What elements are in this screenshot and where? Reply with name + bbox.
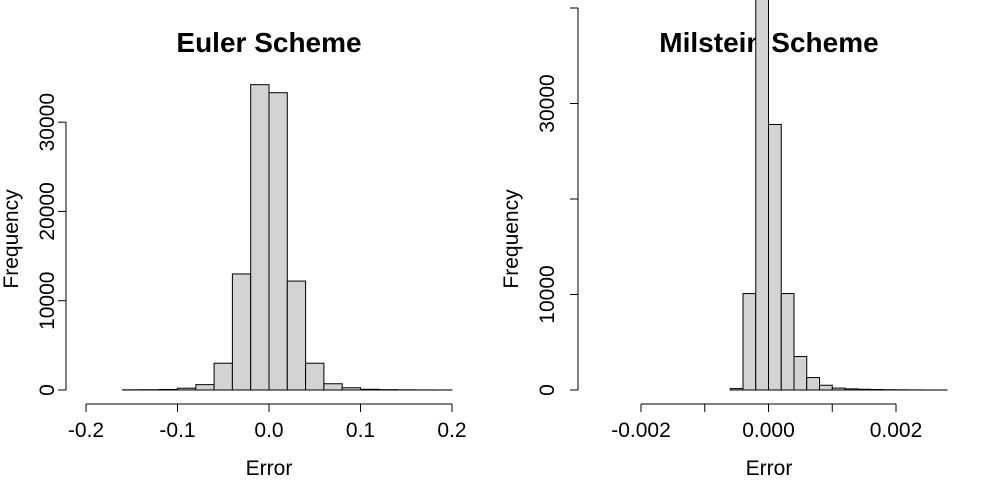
histogram-bar <box>323 383 343 391</box>
euler-panel: Euler Scheme Error Frequency -0.2 -0.1 0.0… <box>0 27 467 480</box>
x-axis: -0.2 -0.1 0.0 0.1 0.2 <box>68 403 467 442</box>
y-tick-label: 10000 <box>36 272 59 330</box>
histogram-bar <box>305 362 325 391</box>
y-tick-label: 10000 <box>536 265 559 323</box>
y-axis: 0 10000 20000 30000 <box>36 93 67 396</box>
histogram-bar <box>742 293 757 391</box>
histogram-bar <box>177 387 197 391</box>
y-tick-label: 30000 <box>536 74 559 132</box>
histogram-bar <box>819 384 833 391</box>
x-tick-label: 0.2 <box>437 419 466 442</box>
y-tick-label: 30000 <box>36 93 59 151</box>
histogram-bar <box>844 388 859 391</box>
histogram-bar <box>831 387 846 391</box>
x-tick-label: -0.1 <box>159 419 195 442</box>
histogram-bar <box>195 384 215 391</box>
x-tick-label: 0.0 <box>254 419 283 442</box>
histogram-bar <box>793 356 808 391</box>
histogram-bar <box>250 84 270 391</box>
histogram-bar <box>341 387 362 391</box>
histogram-bar <box>213 362 233 391</box>
histogram-bar <box>286 280 307 391</box>
y-axis: 0 10000 30000 <box>536 7 579 396</box>
chart-title: Euler Scheme <box>176 27 361 58</box>
histogram-bar <box>857 388 871 391</box>
y-tick-label: 20000 <box>36 182 59 240</box>
histogram-bar <box>268 92 288 391</box>
x-axis-label: Error <box>746 457 793 480</box>
histogram-bar <box>158 388 178 391</box>
histogram-bar <box>729 388 744 391</box>
histogram-bar <box>360 388 380 391</box>
histogram-bar <box>231 273 252 391</box>
x-tick-label: -0.2 <box>68 419 104 442</box>
y-tick-label: 0 <box>36 384 59 396</box>
histogram-bar <box>780 293 795 391</box>
histogram-bar <box>768 124 782 391</box>
histogram-bar <box>755 0 769 391</box>
x-tick-label: 0.1 <box>346 419 375 442</box>
milstein-panel: Milstein Scheme Error Frequency -0.002 0.… <box>500 0 948 480</box>
x-tick-label: -0.002 <box>611 419 671 442</box>
x-tick-label: 0.000 <box>742 419 795 442</box>
y-axis-label: Frequency <box>500 189 523 289</box>
histogram-bars <box>122 84 453 391</box>
x-tick-label: 0.002 <box>870 419 923 442</box>
y-tick-label: 0 <box>536 384 559 396</box>
histogram-bars <box>729 0 948 391</box>
y-axis-label: Frequency <box>0 189 23 289</box>
x-axis-label: Error <box>246 457 293 480</box>
histogram-bar <box>806 377 820 391</box>
x-axis: -0.002 0.000 0.002 <box>611 403 923 442</box>
